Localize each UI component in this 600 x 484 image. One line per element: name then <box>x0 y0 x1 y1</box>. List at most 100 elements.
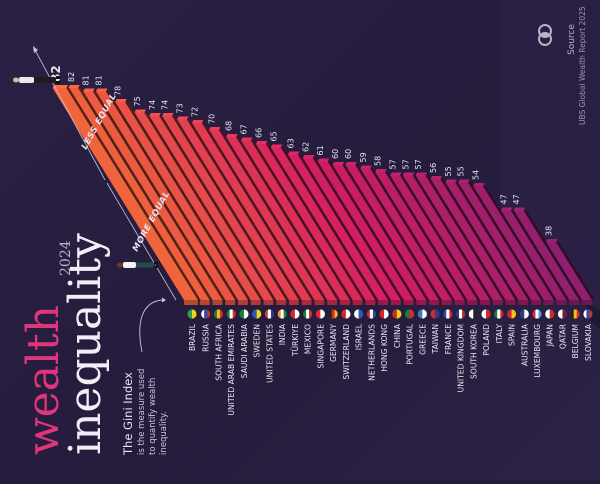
bar-cap <box>317 158 330 162</box>
value-label: 55 <box>444 166 453 176</box>
value-label: 47 <box>499 194 508 204</box>
bar-gap <box>483 186 557 300</box>
country-label: INDIA <box>278 323 287 345</box>
value-label: 67 <box>239 124 248 134</box>
bar-south-africa <box>83 91 223 300</box>
flag-icon-taiwan <box>430 309 440 319</box>
bar-cap <box>513 207 526 211</box>
value-label: 58 <box>374 156 383 166</box>
bar-gap <box>172 116 289 300</box>
bar-india <box>162 116 287 300</box>
bar-front-face <box>212 300 223 305</box>
bar-cap <box>445 179 457 183</box>
bar-gap <box>523 210 582 300</box>
bar-spain <box>430 179 516 300</box>
standing-person-icon-less-equal <box>13 76 60 84</box>
bar-cap <box>473 183 485 186</box>
bar-gap <box>370 168 455 300</box>
value-label: 61 <box>316 145 325 155</box>
value-label: 70 <box>207 114 216 124</box>
bar-gap <box>468 182 544 300</box>
flag-icon-brazil <box>187 309 197 319</box>
bar-cap <box>458 179 470 183</box>
bar-front-face <box>569 300 580 305</box>
bar-front-face <box>518 300 529 305</box>
flag-icon-belgium <box>570 309 580 319</box>
value-label: 55 <box>457 166 466 176</box>
flag-icon-south-korea <box>468 309 478 319</box>
bar-gap <box>342 165 430 300</box>
flag-icon-india <box>277 309 287 319</box>
value-label: 47 <box>512 194 521 204</box>
bar-cap <box>255 141 268 144</box>
country-label: AUSTRALIA <box>520 323 529 366</box>
flag-icon-france <box>443 309 453 319</box>
flag-icons <box>187 309 593 319</box>
bar-gap <box>280 147 379 300</box>
axis-arrow-icon <box>33 46 38 53</box>
flag-icon-netherlands <box>366 309 376 319</box>
bar-brazil <box>52 88 198 300</box>
bar-sweden <box>134 112 261 300</box>
bar-cap <box>287 151 300 155</box>
country-label: TAIWAN <box>431 324 440 354</box>
flag-icon-germany <box>328 309 338 319</box>
country-label: SINGAPORE <box>316 324 325 369</box>
value-label: 57 <box>401 159 410 169</box>
bar-south-korea <box>390 175 478 300</box>
bar-cap <box>360 165 372 169</box>
value-label: 68 <box>225 121 234 131</box>
bar-gap <box>144 112 264 300</box>
bar-gap <box>159 116 277 300</box>
value-label: 54 <box>472 170 481 180</box>
description-line-1: is the measure used <box>137 369 147 455</box>
bar-united-states <box>149 116 274 300</box>
value-label: 74 <box>161 100 170 110</box>
bar-netherlands <box>270 147 376 300</box>
value-label: 78 <box>114 86 123 96</box>
country-label: SLOVAKIA <box>584 323 593 361</box>
country-label: PORTUGAL <box>406 323 415 365</box>
flag-icon-hong-kong <box>379 309 389 319</box>
bar-front-face <box>582 300 592 305</box>
bar-gap <box>186 119 302 300</box>
bar-gap <box>201 123 315 300</box>
bar-gap <box>555 242 595 300</box>
flag-icon-italy <box>494 309 504 319</box>
bar-front-face <box>454 300 465 305</box>
bar-taiwan <box>345 165 440 300</box>
bar-cap <box>209 127 221 130</box>
bar-cap <box>52 85 68 88</box>
bar-cap <box>402 172 415 176</box>
title-inequality: inequality <box>60 233 111 455</box>
bar-gap <box>265 144 366 300</box>
bar-cap <box>226 134 238 137</box>
bar-front-face <box>492 300 503 305</box>
country-label: SOUTH AFRICA <box>214 323 223 380</box>
country-label: UNITED STATES <box>265 324 274 383</box>
flag-icon-russia <box>201 309 211 319</box>
value-label: 65 <box>269 131 278 141</box>
bar-cap <box>501 207 513 211</box>
bar-front-face <box>352 300 363 305</box>
more-equal-axis-line <box>106 182 177 301</box>
country-label: SOUTH KOREA <box>469 323 478 379</box>
bar-front-face <box>416 300 427 305</box>
country-label: SAUDI ARABIA <box>240 323 249 378</box>
country-label: JAPAN <box>546 324 555 347</box>
bar-gap <box>218 130 328 300</box>
standing-person-icon-more-equal <box>117 262 158 268</box>
value-label: 57 <box>414 159 423 169</box>
bar-t-rkiye <box>177 119 299 300</box>
pointer-arrowhead-icon <box>162 297 166 303</box>
bar-front-face <box>263 300 274 305</box>
bar-gap <box>510 210 570 300</box>
flag-icon-australia <box>519 309 529 319</box>
bar-gap <box>425 175 506 300</box>
bar-front-face <box>327 300 338 305</box>
bar-cap <box>332 162 345 165</box>
value-label: 72 <box>190 107 199 117</box>
pointer-arrow-icon <box>139 299 163 353</box>
bar-gap <box>78 88 213 300</box>
